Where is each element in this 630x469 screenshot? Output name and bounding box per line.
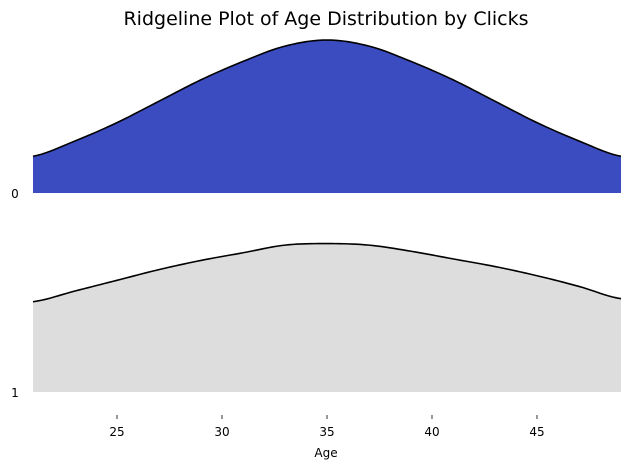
chart-title: Ridgeline Plot of Age Distribution by Cl… xyxy=(123,8,528,30)
ridge-label-1: 1 xyxy=(11,386,19,400)
ridge-area-0 xyxy=(33,40,621,193)
x-tick-label: 25 xyxy=(109,425,124,439)
x-axis-label: Age xyxy=(314,446,337,460)
ridges-group: 01 xyxy=(11,39,622,400)
ridge-label-0: 0 xyxy=(11,187,19,201)
ridge-line-0 xyxy=(32,39,622,158)
ridge-area-1 xyxy=(33,243,621,392)
x-tick-label: 45 xyxy=(529,425,544,439)
x-tick-label: 35 xyxy=(319,425,334,439)
x-tick-label: 40 xyxy=(424,425,439,439)
ridge-line-1 xyxy=(32,242,622,303)
x-axis: 25 30 35 40 45 xyxy=(109,415,545,439)
x-tick-label: 30 xyxy=(214,425,229,439)
